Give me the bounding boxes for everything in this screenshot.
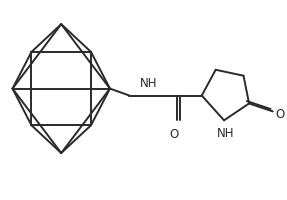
- Text: O: O: [276, 107, 285, 120]
- Text: NH: NH: [140, 76, 158, 89]
- Text: NH: NH: [217, 127, 234, 140]
- Text: O: O: [169, 128, 179, 141]
